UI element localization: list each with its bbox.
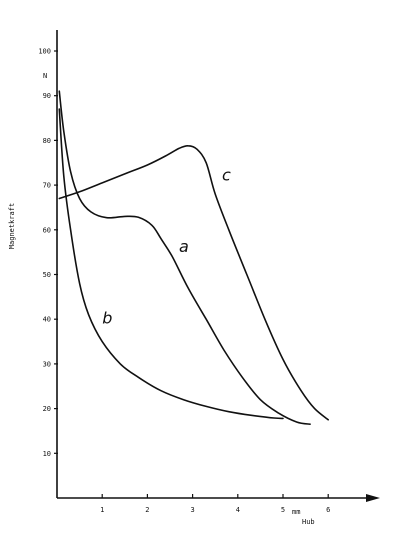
x-tick-label: 6 xyxy=(326,506,330,514)
curve-c xyxy=(58,144,329,421)
curve-a xyxy=(58,90,311,425)
y-tick-label: 50 xyxy=(43,271,51,279)
x-axis-arrow xyxy=(366,494,380,502)
y-axis-title: Magnetkraft xyxy=(8,203,16,249)
x-axis-title: Hub xyxy=(302,518,315,526)
curve-b xyxy=(58,108,284,420)
x-unit-label: mm xyxy=(292,508,300,516)
curve-label-a: a xyxy=(179,237,189,256)
x-tick-label: 4 xyxy=(236,506,240,514)
y-tick-label: 80 xyxy=(43,137,51,145)
x-tick-label: 5 xyxy=(281,506,285,514)
x-tick-label: 2 xyxy=(145,506,149,514)
x-tick-label: 1 xyxy=(100,506,104,514)
curve-label-c: c xyxy=(222,166,231,185)
y-tick-label: 60 xyxy=(43,226,51,234)
axes xyxy=(56,30,380,502)
y-tick-label: 70 xyxy=(43,182,51,190)
y-tick-label: 100 xyxy=(38,48,51,56)
y-tick-label: 30 xyxy=(43,360,51,368)
curve-label-b: b xyxy=(102,309,112,328)
ticks: 1 2 3 4 5 6 10 20 30 40 50 60 70 80 90 100 xyxy=(38,48,330,515)
curve-labels: a b c xyxy=(102,166,231,328)
y-tick-label: 20 xyxy=(43,405,51,413)
y-tick-label: 40 xyxy=(43,316,51,324)
y-tick-label: 10 xyxy=(43,450,51,458)
y-tick-label: 90 xyxy=(43,92,51,100)
curves xyxy=(58,90,329,425)
y-unit-label: N xyxy=(43,72,47,80)
x-tick-label: 3 xyxy=(190,506,194,514)
